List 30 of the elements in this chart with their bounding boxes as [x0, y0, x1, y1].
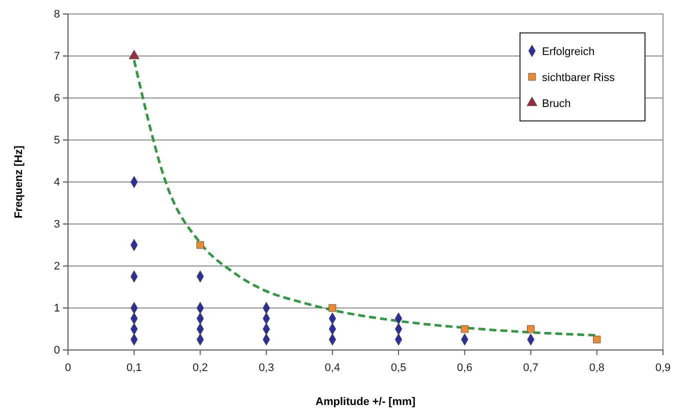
x-tick-label: 0,5 [390, 362, 406, 374]
x-tick-label: 0,4 [324, 362, 340, 374]
legend-label: Bruch [542, 98, 571, 110]
legend-label: Erfolgreich [542, 46, 595, 58]
x-tick-label: 0,6 [457, 362, 472, 374]
point [196, 241, 204, 249]
y-tick-label: 7 [54, 50, 60, 63]
y-tick-label: 0 [54, 344, 60, 357]
x-tick-label: 0,2 [192, 362, 208, 374]
point [593, 336, 601, 344]
x-tick-label: 0,7 [523, 362, 538, 374]
point [328, 304, 336, 312]
x-tick-label: 0,8 [589, 362, 605, 374]
legend-label: sichtbarer Riss [542, 72, 616, 84]
x-tick-label: 0 [64, 362, 72, 374]
y-tick-label: 1 [54, 302, 60, 315]
y-tick-label: 8 [54, 8, 60, 21]
y-axis-title: Frequenz [Hz] [13, 145, 25, 218]
point [128, 50, 140, 60]
x-tick-label: 0,1 [126, 362, 142, 374]
point [460, 325, 468, 333]
point [526, 325, 535, 333]
y-tick-label: 2 [54, 260, 60, 273]
y-tick-label: 3 [54, 218, 60, 231]
x-tick-label: 0,3 [258, 362, 274, 374]
y-tick-label: 6 [54, 92, 60, 105]
y-tick-label: 4 [54, 176, 60, 189]
x-tick-label: 0,9 [655, 362, 671, 374]
y-tick-label: 5 [54, 134, 60, 147]
x-axis-title: Amplitude +/- [mm] [316, 396, 416, 408]
